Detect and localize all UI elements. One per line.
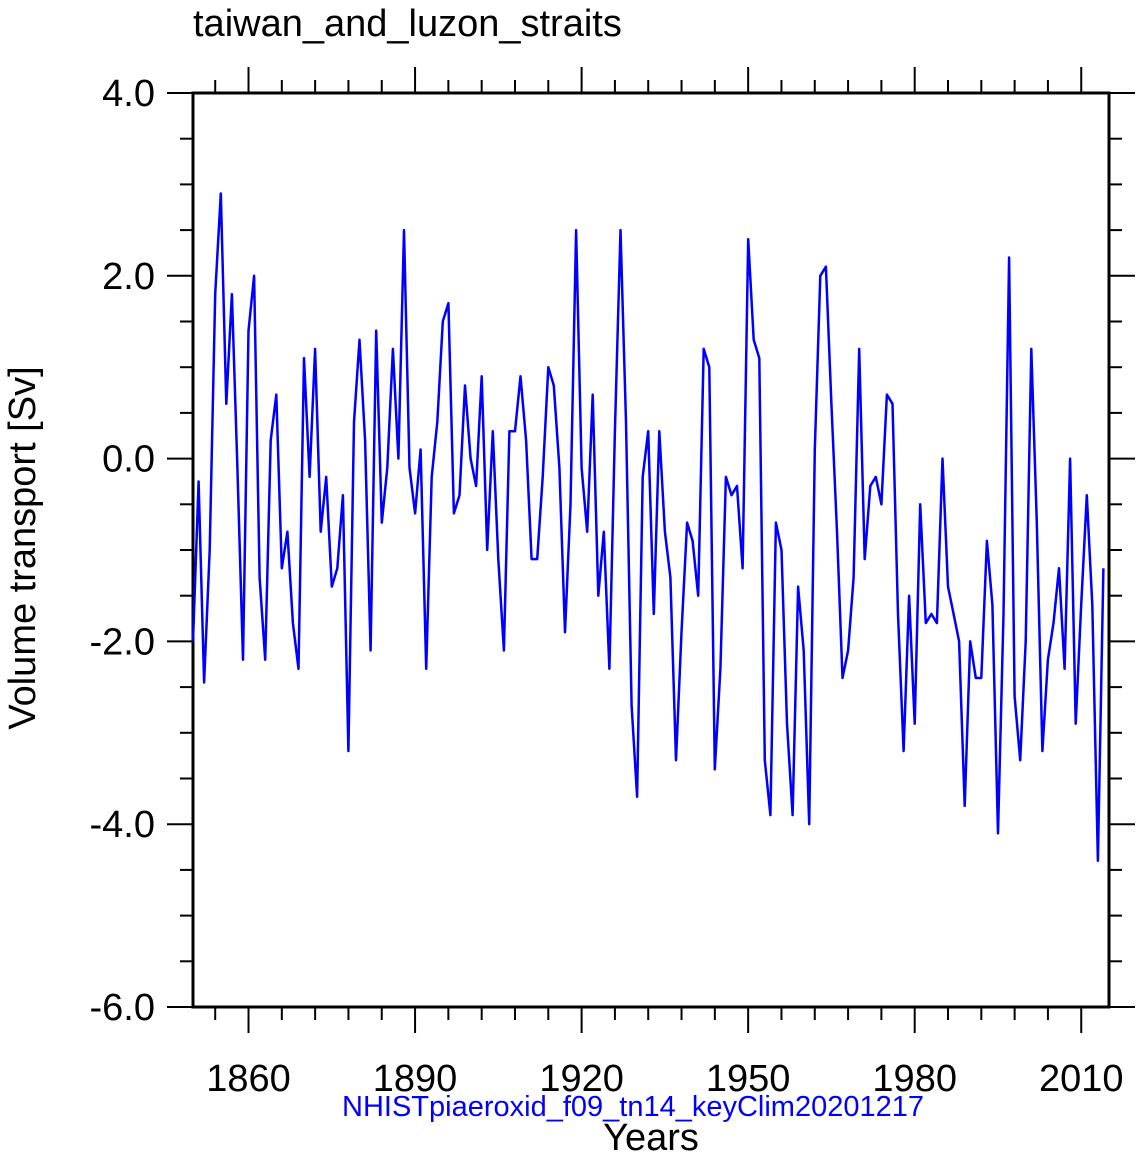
chart-title: taiwan_and_luzon_straits	[193, 3, 622, 45]
x-tick-label: 1980	[872, 1058, 957, 1100]
y-tick-label: -6.0	[90, 987, 155, 1029]
y-axis-ticks: -6.0 -4.0 -2.0 0.0 2.0 4.0	[90, 73, 1135, 1029]
y-tick-label: -4.0	[90, 804, 155, 846]
x-tick-label: 2010	[1039, 1058, 1124, 1100]
chart-subtitle: NHISTpiaeroxid_f09_tn14_keyClim20201217	[342, 1091, 924, 1123]
x-tick-label: 1920	[539, 1058, 624, 1100]
x-axis-label: Years	[603, 1117, 699, 1159]
x-axis-ticks: 1860 1890 1920 1950 1980 2010	[206, 67, 1124, 1100]
x-tick-label: 1890	[373, 1058, 458, 1100]
y-axis-label: Volume transport [Sv]	[2, 366, 44, 729]
y-tick-label: 2.0	[102, 256, 155, 298]
y-tick-label: 0.0	[102, 439, 155, 481]
series-line	[191, 192, 1105, 863]
x-tick-label: 1950	[706, 1058, 791, 1100]
x-tick-label: 1860	[206, 1058, 291, 1100]
y-tick-label: -2.0	[90, 621, 155, 663]
y-tick-label: 4.0	[102, 73, 155, 115]
